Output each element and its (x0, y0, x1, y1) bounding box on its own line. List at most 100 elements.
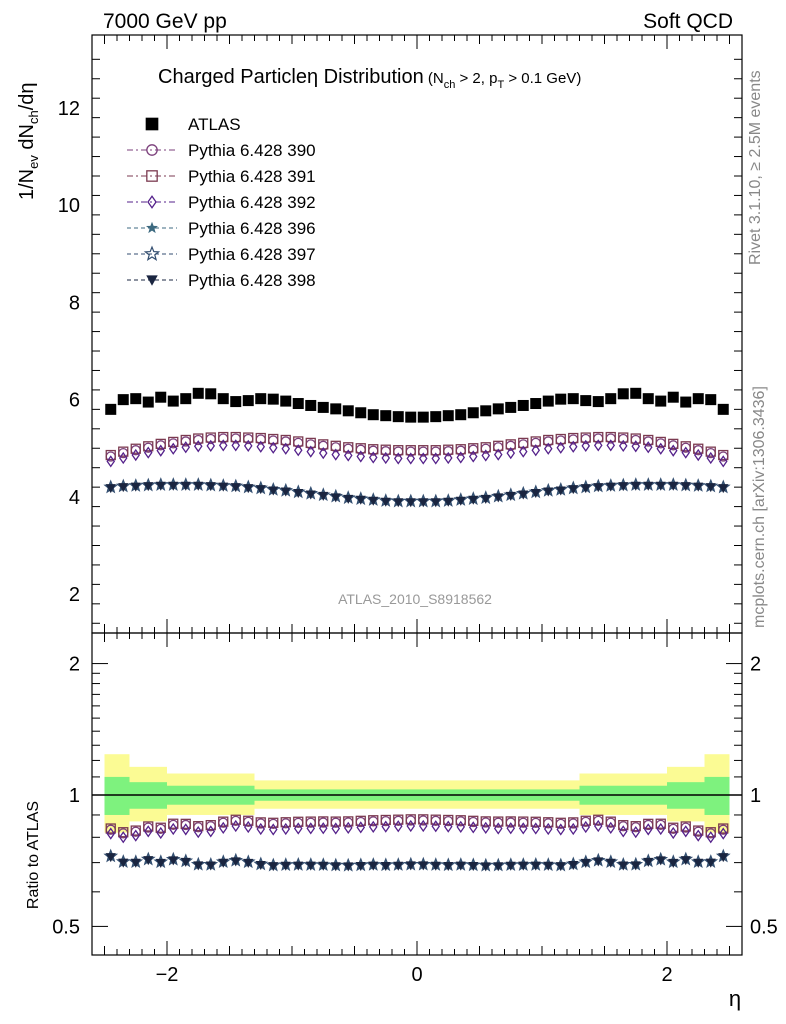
legend: ATLAS Pythia 6.428 390 Pythia 6.428 391 Pyt… (127, 115, 316, 290)
ratio-point (680, 821, 691, 832)
data-point (668, 438, 679, 450)
y-tick-label: 10 (58, 195, 80, 217)
ratio-point (218, 821, 228, 835)
data-point (642, 393, 654, 405)
ratio-point (506, 822, 516, 835)
ratio-point (531, 822, 541, 835)
data-point (280, 395, 292, 407)
ratio-point (293, 822, 303, 835)
ratio-point (168, 856, 179, 866)
data-point (431, 452, 441, 465)
ratio-point (555, 817, 566, 828)
legend-label: ATLAS (188, 115, 241, 134)
ratio-point (468, 821, 478, 834)
data-point (256, 440, 266, 453)
data-point (230, 396, 242, 408)
data-point (156, 444, 166, 457)
ratio-point (668, 858, 679, 868)
main-plot-area: 2 4 6 8 10 12 (58, 34, 743, 634)
series-6 (105, 481, 729, 508)
ratio-point (355, 861, 366, 871)
data-point (230, 483, 241, 493)
ratio-point (255, 861, 266, 871)
data-point (192, 387, 204, 399)
data-point (155, 438, 166, 450)
ratio-point (631, 825, 641, 839)
uncertainty-band-inner (104, 776, 130, 815)
data-point (242, 395, 254, 407)
data-point (280, 487, 291, 497)
ratio-point (168, 818, 179, 829)
ratio-point (718, 827, 728, 840)
ratio-point (618, 819, 629, 831)
data-point (405, 445, 416, 456)
ratio-data-points (103, 814, 731, 872)
data-point (142, 396, 154, 408)
data-point (643, 434, 654, 446)
data-point (593, 439, 603, 452)
data-point (380, 444, 391, 455)
ratio-point (593, 819, 603, 833)
data-point (543, 487, 554, 497)
ratio-point (130, 825, 141, 836)
ratio-point (643, 818, 654, 829)
data-point (430, 498, 441, 508)
ratio-point (280, 817, 291, 828)
series-0 (105, 387, 729, 423)
data-point (443, 451, 453, 465)
data-point (717, 403, 729, 415)
data-point (318, 446, 328, 460)
data-point (317, 401, 329, 413)
data-point (656, 442, 666, 455)
data-point (105, 403, 117, 415)
data-point (255, 393, 267, 405)
y-tick-label-right: 0.5 (750, 916, 778, 938)
data-point (206, 439, 216, 452)
ratio-point (455, 861, 466, 871)
data-point (617, 388, 629, 400)
ratio-point (530, 816, 541, 827)
ratio-point (418, 814, 429, 825)
data-point (368, 444, 379, 455)
data-point (367, 409, 379, 421)
ratio-point (230, 857, 241, 867)
data-point (355, 495, 366, 505)
data-point (618, 432, 629, 443)
data-point (331, 448, 341, 461)
data-point (393, 498, 404, 508)
ratio-point (343, 821, 353, 835)
ratio-point (206, 825, 216, 838)
data-point (167, 395, 179, 407)
legend-item: ATLAS (145, 115, 241, 134)
data-point (718, 449, 729, 461)
data-point (205, 388, 217, 400)
legend-marker (147, 195, 157, 209)
ratio-point (255, 817, 266, 828)
legend-label: Pythia 6.428 391 (188, 167, 316, 186)
data-point (455, 444, 466, 455)
legend-marker (146, 275, 158, 286)
ratio-point (181, 823, 191, 836)
data-point (443, 497, 454, 507)
y-tick-label: 4 (69, 487, 80, 509)
ratio-point (268, 862, 279, 872)
mcplots-label: mcplots.cern.ch [arXiv:1306.3436] (751, 386, 768, 628)
data-point (668, 481, 679, 491)
ratio-point (543, 861, 554, 871)
ratio-point (205, 819, 216, 831)
data-point (193, 481, 204, 491)
ratio-point (630, 861, 641, 871)
ratio-point (605, 816, 616, 827)
ratio-point (155, 858, 166, 868)
y-tick-label: 2 (69, 584, 80, 606)
data-point (267, 393, 279, 405)
legend-label: Pythia 6.428 397 (188, 245, 316, 264)
data-point (518, 445, 528, 458)
ratio-point (343, 862, 354, 872)
ratio-point (318, 816, 329, 827)
ratio-point (443, 861, 454, 871)
ratio-point (393, 861, 404, 871)
data-point (243, 432, 254, 443)
data-point (631, 440, 641, 453)
data-point (430, 445, 441, 456)
